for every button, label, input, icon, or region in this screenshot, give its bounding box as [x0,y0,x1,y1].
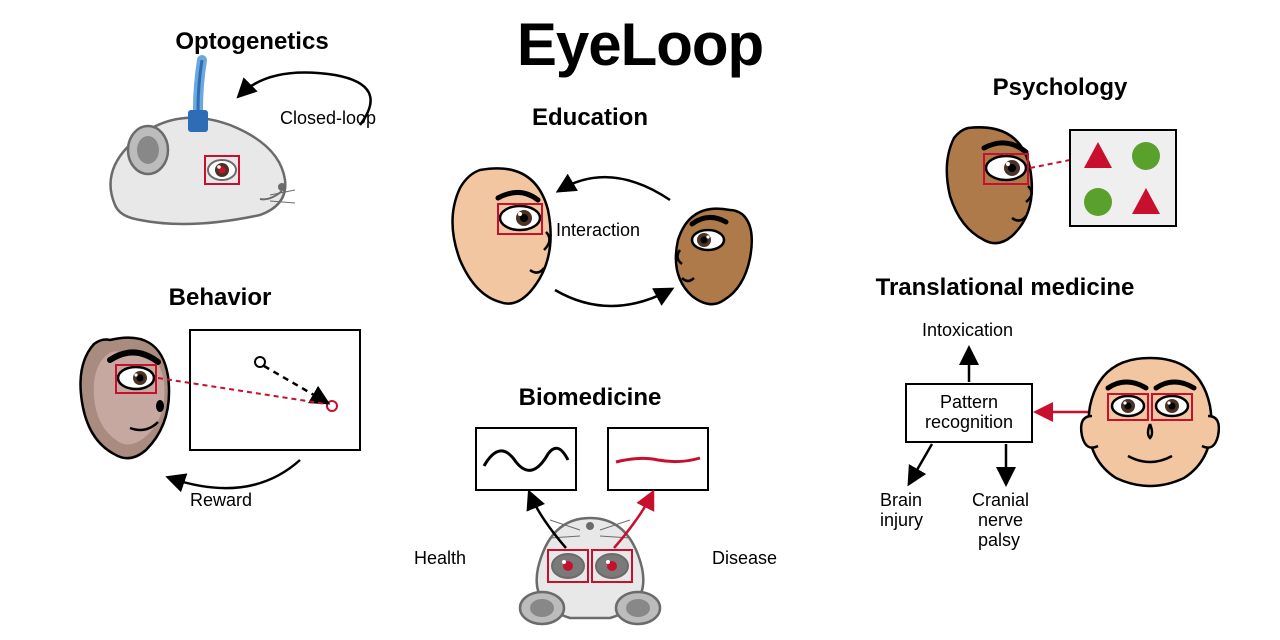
label-health: Health [414,548,466,569]
label-intoxication: Intoxication [922,320,1013,341]
biomedicine-panel [430,418,750,638]
label-cranial: Cranial [972,490,1029,511]
label-brain: Brain [880,490,922,511]
heading-translational: Translational medicine [860,274,1150,302]
optogenetics-panel [90,55,410,255]
label-pattern: Pattern [915,392,1023,413]
behavior-panel [70,310,390,520]
label-injury: injury [880,510,923,531]
heading-biomedicine: Biomedicine [490,384,690,412]
label-interaction: Interaction [556,220,640,241]
label-closed-loop: Closed-loop [280,108,376,129]
label-disease: Disease [712,548,777,569]
label-palsy: palsy [978,530,1020,551]
heading-optogenetics: Optogenetics [152,28,352,56]
heading-psychology: Psychology [960,74,1160,102]
psychology-panel [920,108,1200,268]
heading-behavior: Behavior [140,284,300,312]
label-reward: Reward [190,490,252,511]
label-recognition: recognition [915,412,1023,433]
label-nerve: nerve [978,510,1023,531]
infographic-canvas: EyeLoop Optogenetics Education Psycholog… [0,0,1280,640]
translational-panel [850,306,1250,586]
heading-education: Education [500,104,680,132]
